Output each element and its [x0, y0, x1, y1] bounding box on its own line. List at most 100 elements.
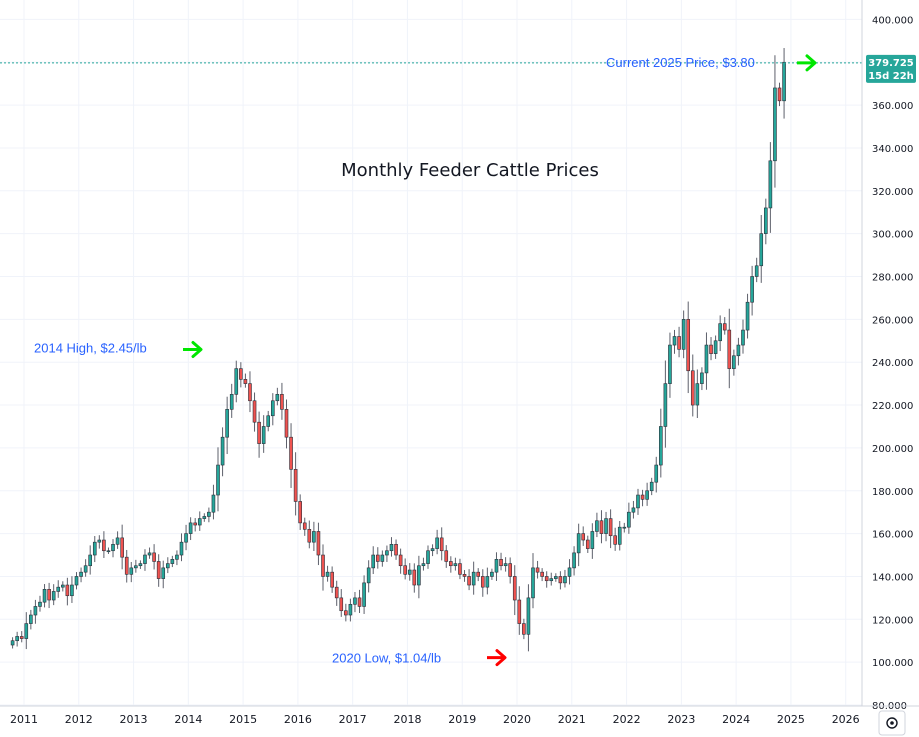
candle-body [38, 601, 42, 607]
settings-gear-icon[interactable] [878, 710, 906, 736]
x-tick-label: 2012 [65, 713, 93, 726]
y-tick-label: 400.000 [872, 15, 913, 26]
y-tick-label: 100.000 [872, 658, 913, 669]
candle-body [412, 569, 417, 586]
candle-body [307, 529, 312, 543]
x-tick-label: 2023 [667, 713, 695, 726]
candle-body [572, 552, 576, 569]
candle-body [51, 591, 56, 601]
chart-title: Monthly Feeder Cattle Prices [341, 160, 599, 181]
candle-body [216, 464, 220, 496]
candle-body [366, 567, 371, 584]
candle-body [512, 576, 517, 601]
candle-body [754, 265, 759, 277]
candle-body [106, 550, 111, 553]
candle-body [302, 522, 307, 530]
candle-body [709, 344, 713, 354]
candle-body [595, 520, 599, 532]
candle-body [111, 544, 115, 552]
candle-body [170, 559, 175, 564]
candle-body [777, 87, 782, 102]
candle-body [627, 511, 631, 528]
candle-body [344, 610, 348, 616]
candle-body [156, 561, 161, 579]
x-tick-label: 2011 [10, 713, 38, 726]
candle-body [581, 533, 586, 541]
x-tick-label: 2024 [722, 713, 750, 726]
candle-body [421, 563, 426, 567]
candle-body [394, 544, 398, 556]
candle-body [654, 464, 659, 483]
candle-body [385, 550, 389, 556]
candle-body [490, 571, 494, 577]
candle-body [261, 426, 266, 444]
y-axis: 80.000100.000120.000140.000160.000180.00… [861, 0, 913, 712]
candle-body [681, 319, 686, 350]
candle-body [220, 436, 225, 466]
candle-body [604, 518, 608, 534]
candle-body [764, 207, 768, 234]
candle-body [321, 554, 325, 577]
candle-body [357, 597, 362, 607]
candle-body [193, 522, 197, 526]
candle-body [234, 368, 239, 395]
candle-body [782, 61, 786, 102]
y-tick-label: 340.000 [872, 144, 913, 155]
candle-body [339, 597, 344, 612]
candle-body [79, 571, 83, 577]
candle-body [467, 576, 471, 586]
candle-body [471, 571, 476, 586]
candle-body [161, 567, 166, 579]
x-tick-label: 2022 [613, 713, 641, 726]
candle-body [494, 559, 499, 573]
candle-body [403, 565, 407, 575]
x-tick-label: 2014 [174, 713, 202, 726]
x-tick-label: 2019 [448, 713, 476, 726]
candle-body [92, 541, 97, 556]
candle-body [47, 589, 51, 601]
candle-body [102, 539, 106, 552]
candle-body [115, 537, 120, 545]
candle-body [252, 400, 257, 423]
candle-body [97, 539, 102, 543]
candle-body [435, 537, 439, 549]
candle-body [375, 554, 380, 562]
candle-body [462, 574, 467, 577]
candle-body [371, 554, 376, 569]
y-tick-label: 280.000 [872, 273, 913, 284]
candle-body [444, 550, 449, 562]
x-tick-label: 2017 [339, 713, 367, 726]
candle-body [499, 559, 503, 567]
candle-body [353, 597, 357, 605]
candle-body [243, 379, 248, 384]
candle-body [567, 567, 572, 577]
candle-series [10, 48, 786, 652]
candle-body [207, 511, 211, 517]
y-tick-label: 220.000 [872, 401, 913, 412]
candle-body [608, 518, 613, 537]
candle-body [389, 544, 394, 552]
candle-body [458, 563, 462, 575]
candle-body [312, 531, 316, 543]
candle-body [325, 571, 330, 577]
candle-body [88, 554, 92, 567]
annotation-label: 2014 High, $2.45/lb [34, 340, 147, 355]
price-badge: 379.725 15d 22h [866, 54, 916, 83]
candle-body [677, 336, 681, 350]
price-badge-value: 379.725 [868, 58, 914, 69]
candle-body [24, 623, 29, 639]
candle-body [330, 571, 334, 588]
candle-body [508, 563, 512, 577]
candle-body [65, 584, 70, 597]
candle-body [348, 604, 353, 616]
candle-body [645, 490, 649, 500]
candle-body [165, 563, 170, 569]
candle-body [280, 394, 284, 410]
candle-body [663, 383, 668, 427]
candle-body [197, 518, 202, 526]
candle-body [599, 520, 604, 534]
candle-body [522, 623, 526, 635]
candle-body [184, 533, 188, 543]
candle-body [480, 576, 485, 588]
x-tick-label: 2026 [832, 713, 860, 726]
